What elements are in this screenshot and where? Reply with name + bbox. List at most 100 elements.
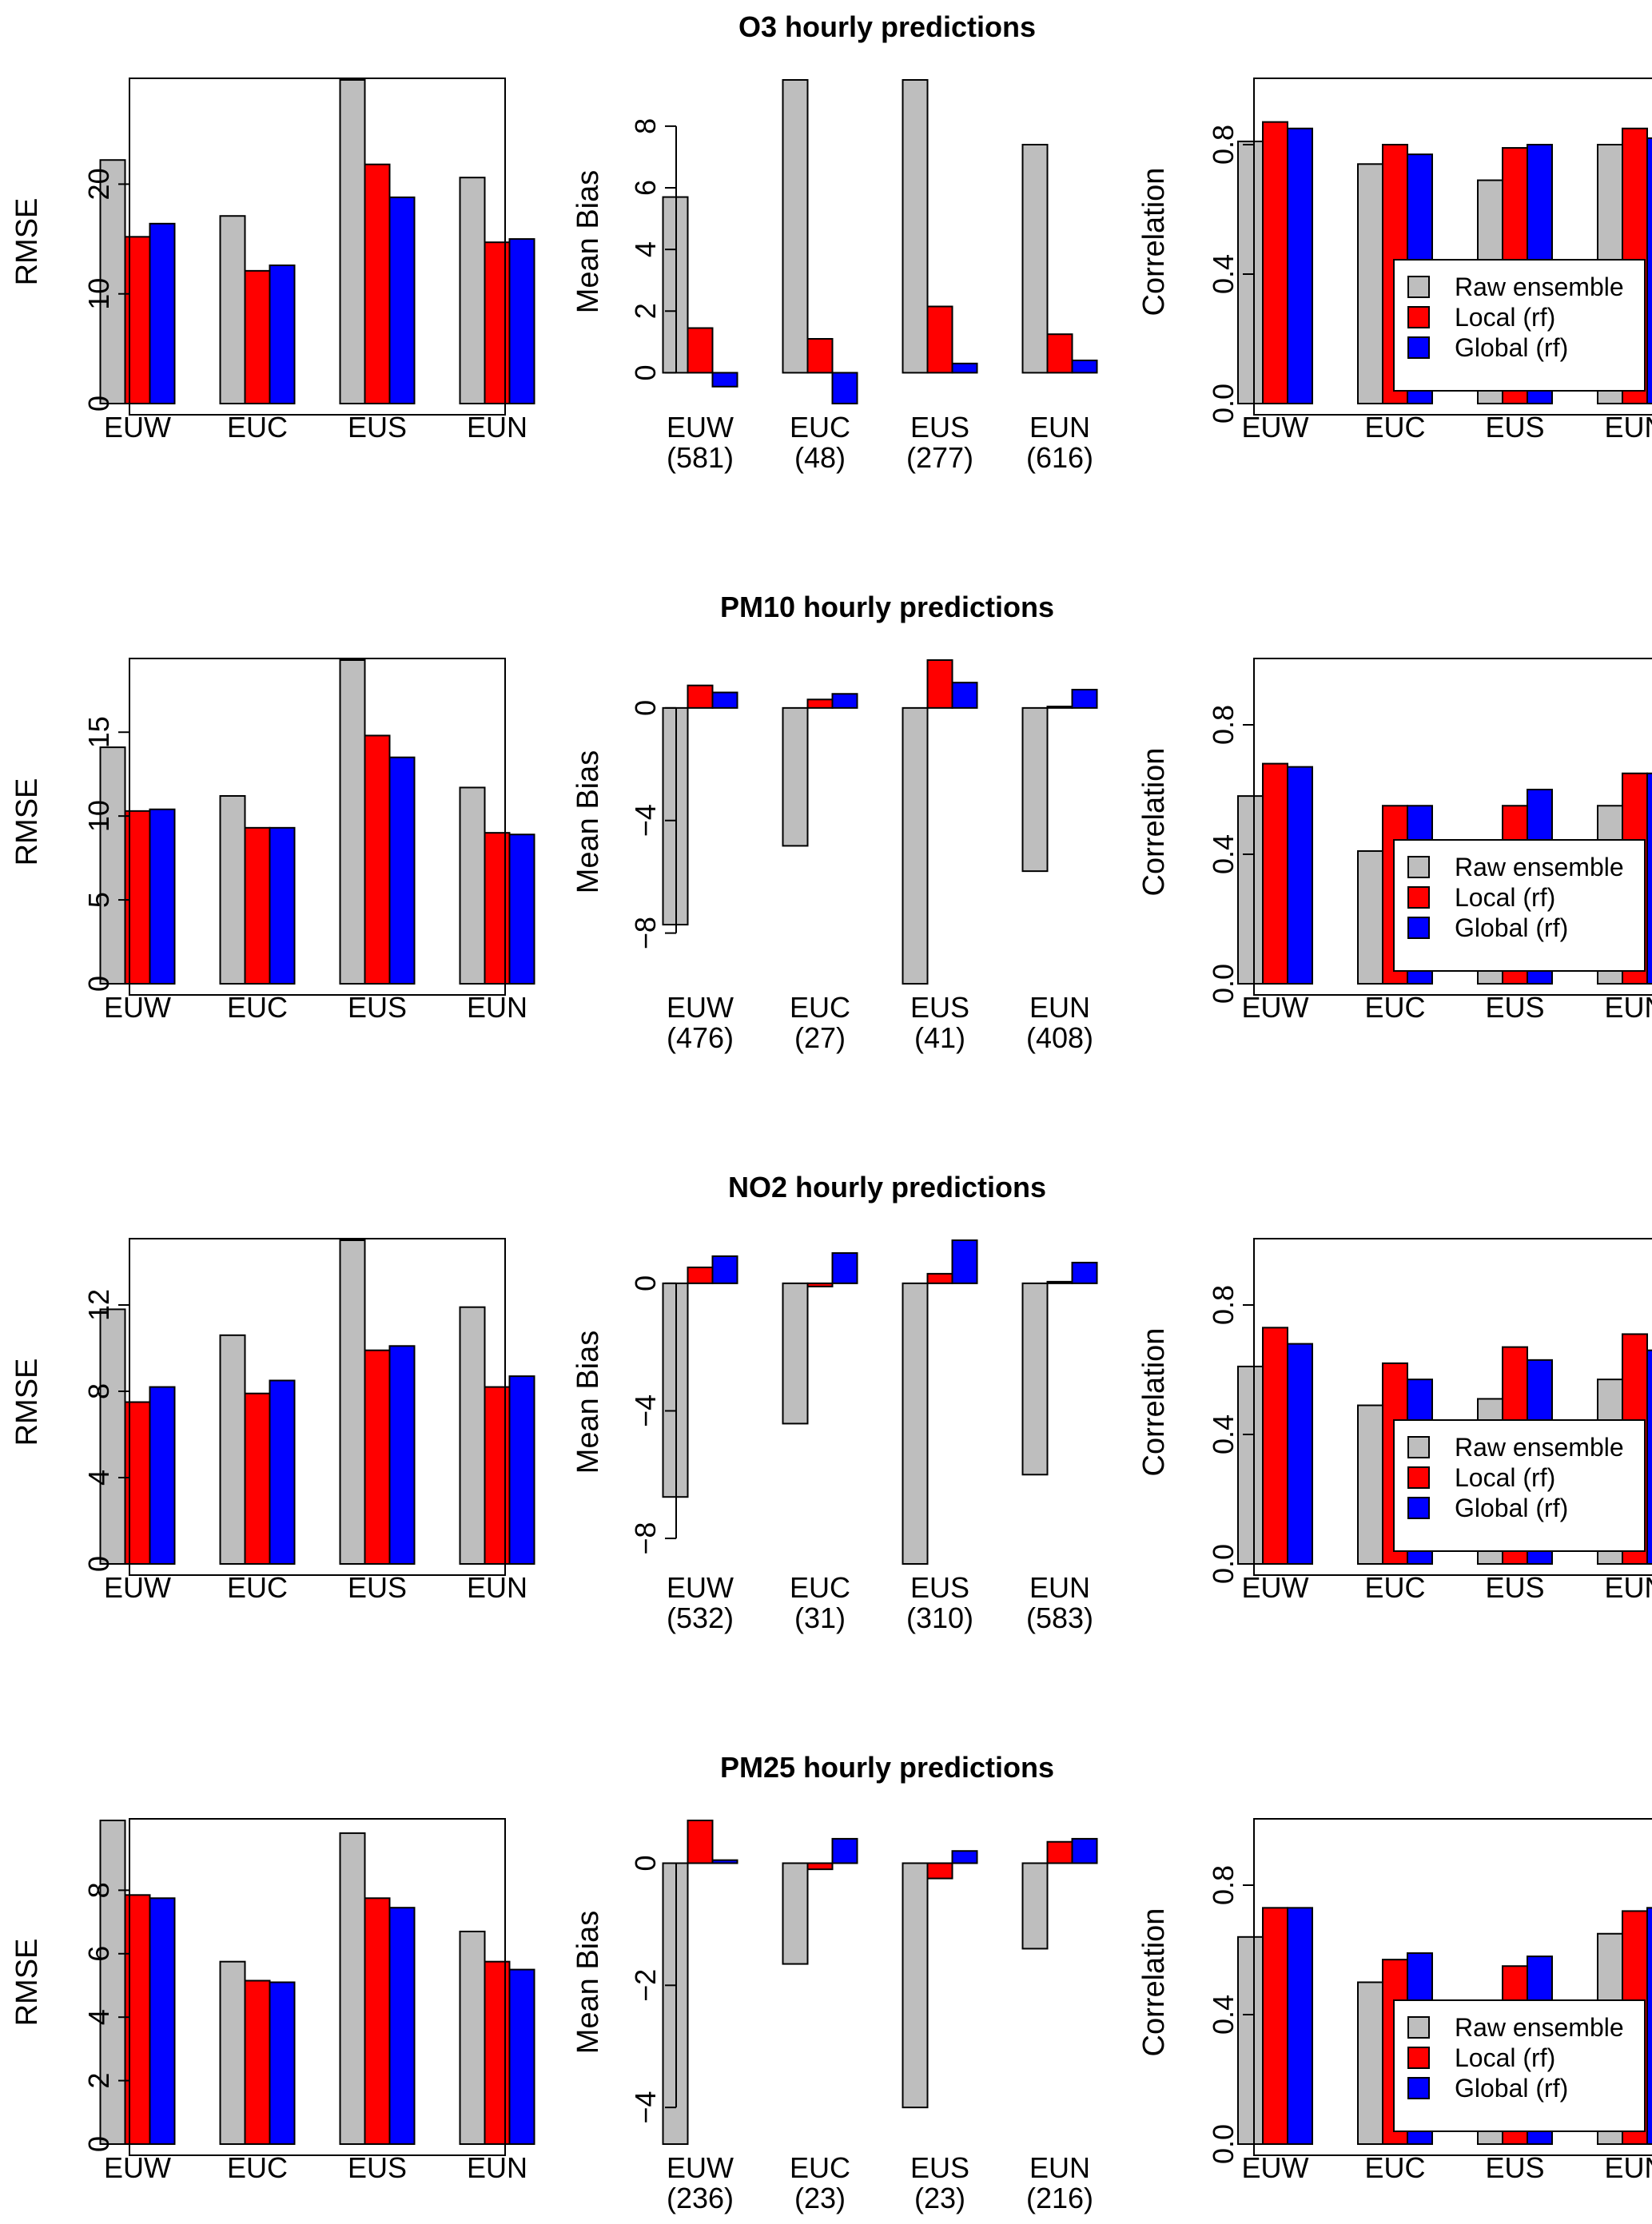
x-category-label: EUW <box>104 991 171 1024</box>
bar-euw-0 <box>1237 1936 1264 2146</box>
bar-euw-2 <box>1287 1343 1313 1565</box>
x-category-label: EUC <box>227 1571 288 1604</box>
bar-eun-2 <box>1646 1907 1652 2146</box>
x-category-label: EUS <box>348 2151 407 2184</box>
y-tick-label: 0 <box>82 396 115 412</box>
legend-swatch <box>1407 2016 1430 2039</box>
station-count: (41) <box>914 1021 965 1054</box>
y-axis-label: RMSE <box>10 1359 44 1446</box>
x-category-label: EUW <box>1242 991 1309 1024</box>
x-category-label: EUS <box>910 2151 969 2184</box>
y-tick-label: 0 <box>629 1275 662 1291</box>
y-tick-label: 20 <box>82 168 115 200</box>
bar-eun-2 <box>508 238 535 405</box>
bar-euc-0 <box>782 1862 809 1965</box>
bar-eus-2 <box>951 1850 978 1864</box>
bar-eus-2 <box>951 362 978 374</box>
legend-swatch <box>1407 917 1430 939</box>
legend-swatch <box>1407 1466 1430 1489</box>
legend-swatch <box>1407 1497 1430 1519</box>
bar-eus-1 <box>364 734 391 985</box>
bar-eus-0 <box>339 1832 366 2145</box>
bar-eun-0 <box>1021 1862 1049 1950</box>
y-tick-label: 6 <box>82 1946 115 1962</box>
bar-eun-0 <box>459 1306 486 1565</box>
bar-euc-2 <box>831 1251 858 1284</box>
y-axis-label: Mean Bias <box>571 1911 605 2055</box>
legend-label: Raw ensemble <box>1455 853 1624 881</box>
station-count: (23) <box>914 2182 965 2214</box>
legend-label: Local (rf) <box>1455 303 1555 332</box>
bar-euc-1 <box>806 1282 834 1287</box>
legend-box <box>1393 259 1646 392</box>
y-tick-label: 4 <box>629 241 662 257</box>
bar-euc-1 <box>806 698 834 709</box>
x-category-label: EUC <box>790 2151 850 2184</box>
legend-swatch <box>1407 2047 1430 2069</box>
y-tick-label: 5 <box>82 892 115 908</box>
y-axis-label: Correlation <box>1137 748 1171 897</box>
bar-eus-1 <box>926 305 953 374</box>
x-category-label: EUS <box>348 991 407 1024</box>
legend-label: Global (rf) <box>1455 1494 1568 1522</box>
bar-eus-0 <box>902 706 929 985</box>
bar-eus-1 <box>364 1897 391 2145</box>
station-count: (48) <box>794 441 846 474</box>
bar-euw-0 <box>1237 140 1264 404</box>
x-category-label: EUC <box>227 411 288 444</box>
station-count: (476) <box>667 1021 734 1054</box>
x-category-label: EUC <box>1364 991 1425 1024</box>
bar-euw-1 <box>687 1820 714 1864</box>
corr-panel: 0.0 0.4 0.8 Correlation EUW EUC EUS EUN Raw ense… <box>1137 658 1652 1024</box>
bar-euw-1 <box>687 327 714 374</box>
bar-euw-1 <box>687 1266 714 1284</box>
bias-panel: 0 2 4 6 8 Mean Bias EUW(581) EUC(48) EUS(277) EUN… <box>571 79 1098 474</box>
rmse-panel: 0 4 8 12 RMSE EUW EUC EUS EUN <box>10 1238 535 1604</box>
bar-eun-2 <box>508 1968 535 2146</box>
bar-eun-2 <box>508 1375 535 1565</box>
bar-eun-2 <box>1646 137 1652 404</box>
legend-swatch <box>1407 276 1430 298</box>
row-title: PM10 hourly predictions <box>720 591 1054 623</box>
bar-euc-1 <box>244 1979 271 2145</box>
y-axis-label: RMSE <box>10 778 44 866</box>
bar-euc-0 <box>782 79 809 374</box>
station-count: (408) <box>1026 1021 1093 1054</box>
bar-euw-2 <box>149 1897 176 2145</box>
bar-euc-1 <box>806 338 834 374</box>
y-tick-label: 0.0 <box>1207 964 1240 1004</box>
bar-eus-2 <box>388 1345 416 1566</box>
station-count: (616) <box>1026 441 1093 474</box>
x-category-label: EUS <box>910 411 969 444</box>
bar-euw-2 <box>1287 1907 1313 2146</box>
bar-euc-2 <box>831 693 858 709</box>
x-category-label: EUC <box>790 991 850 1024</box>
y-axis-label: RMSE <box>10 198 44 286</box>
bar-eun-0 <box>1021 1282 1049 1476</box>
bar-eus-2 <box>951 1239 978 1284</box>
row-3: PM25 hourly predictions 0 2 4 6 8 RMSE EUW EUC EU… <box>10 1751 1652 2214</box>
x-category-label: EUW <box>667 1571 734 1604</box>
station-count: (532) <box>667 1601 734 1634</box>
bar-eus-0 <box>902 1282 929 1565</box>
x-category-label: EUS <box>1485 1571 1544 1604</box>
y-tick-label: 0.4 <box>1207 1995 1240 2035</box>
bar-eun-0 <box>1021 706 1049 873</box>
bar-euw-1 <box>1262 121 1288 404</box>
bar-euw-0 <box>99 1820 126 2145</box>
x-category-label: EUN <box>467 1571 527 1604</box>
x-category-label: EUW <box>1242 2151 1309 2184</box>
x-category-label: EUS <box>1485 991 1544 1024</box>
bar-eus-2 <box>388 196 416 404</box>
x-category-label: EUN <box>1604 2151 1652 2184</box>
row-title: O3 hourly predictions <box>738 10 1036 43</box>
y-axis-label: Correlation <box>1137 168 1171 316</box>
plot-frame <box>1253 1818 1652 2156</box>
bar-eun-2 <box>1071 1261 1098 1284</box>
station-count: (27) <box>794 1021 846 1054</box>
bar-euc-2 <box>269 265 296 404</box>
